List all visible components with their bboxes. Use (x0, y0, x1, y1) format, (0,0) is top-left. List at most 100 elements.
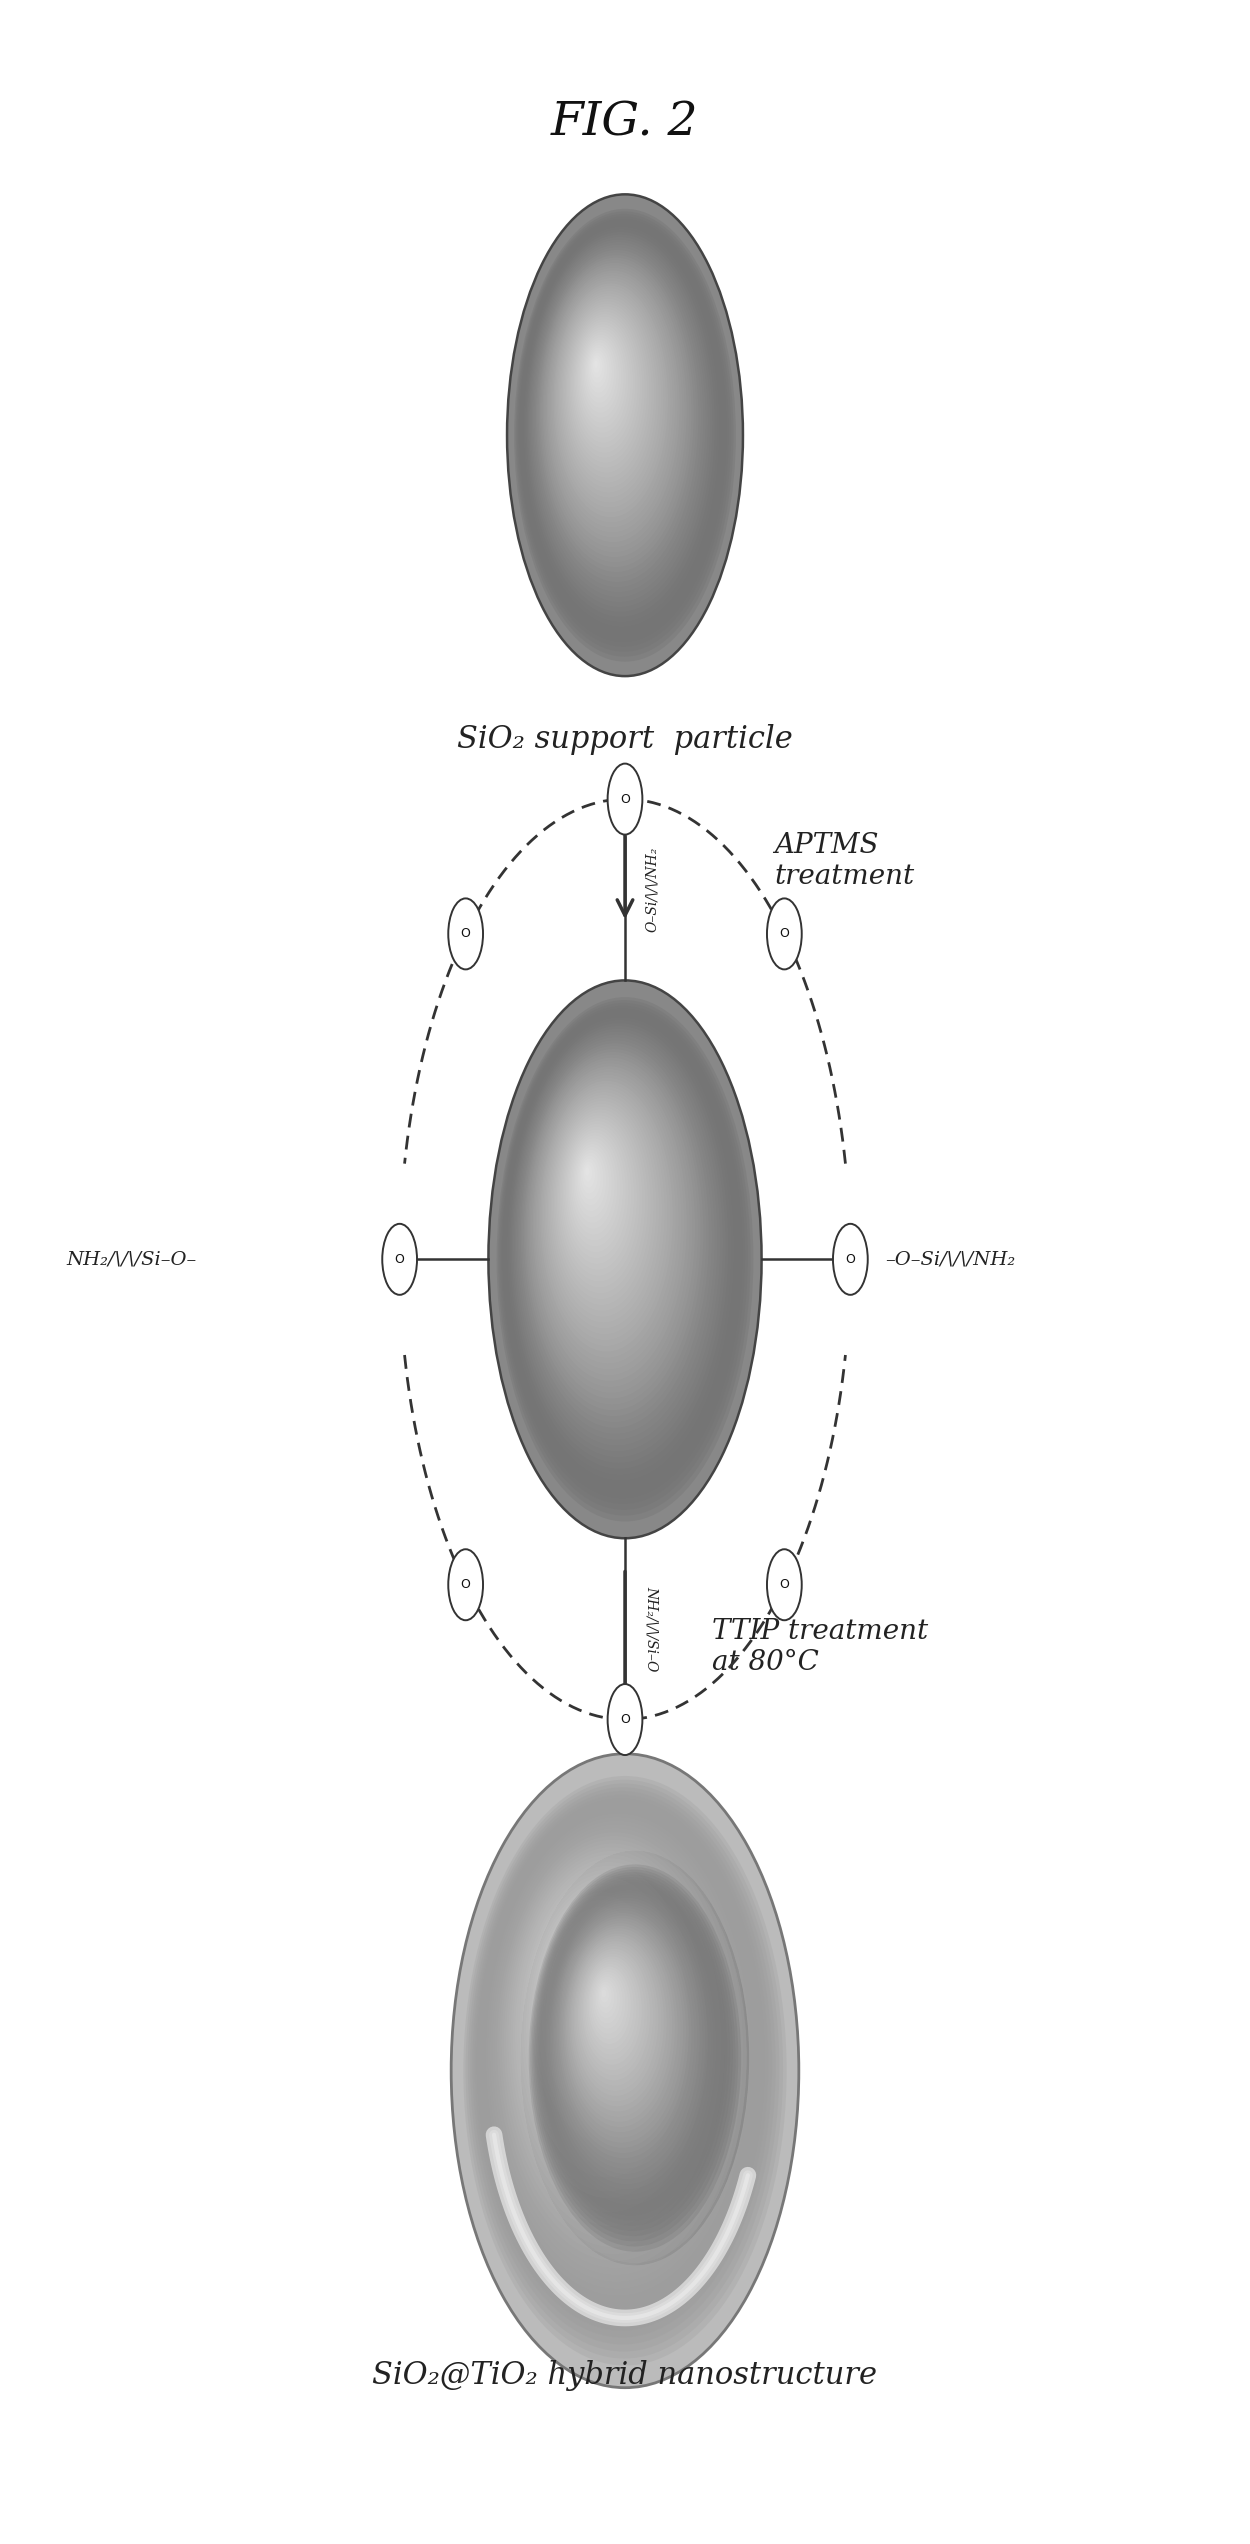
Ellipse shape (560, 1936, 630, 2066)
Ellipse shape (501, 1839, 725, 2246)
Ellipse shape (534, 1872, 732, 2236)
Ellipse shape (498, 1000, 750, 1516)
Ellipse shape (562, 1941, 626, 2058)
Ellipse shape (562, 1923, 678, 2132)
Ellipse shape (536, 1877, 728, 2226)
Ellipse shape (520, 219, 726, 641)
Ellipse shape (546, 1091, 661, 1328)
Ellipse shape (578, 331, 626, 427)
Ellipse shape (529, 1885, 681, 2162)
Ellipse shape (581, 1954, 645, 2071)
Ellipse shape (524, 1048, 704, 1417)
Ellipse shape (566, 1949, 620, 2045)
Ellipse shape (566, 305, 648, 473)
Ellipse shape (479, 1801, 761, 2318)
Circle shape (768, 1549, 801, 1621)
Ellipse shape (525, 1051, 700, 1409)
Ellipse shape (559, 293, 659, 499)
Ellipse shape (499, 1837, 729, 2254)
Ellipse shape (554, 1107, 648, 1300)
Ellipse shape (575, 326, 630, 438)
Text: O: O (461, 1577, 470, 1590)
Ellipse shape (542, 1908, 660, 2122)
Ellipse shape (550, 275, 675, 532)
Ellipse shape (535, 1895, 670, 2142)
Ellipse shape (570, 1936, 664, 2106)
Ellipse shape (510, 1855, 710, 2218)
Text: –O–Si/\/\/NH₂: –O–Si/\/\/NH₂ (886, 1249, 1016, 1269)
Circle shape (832, 1224, 867, 1295)
Ellipse shape (556, 287, 664, 506)
Ellipse shape (508, 1018, 734, 1481)
Ellipse shape (521, 1043, 709, 1427)
Ellipse shape (596, 1979, 618, 2017)
Ellipse shape (575, 1944, 656, 2091)
Ellipse shape (538, 1880, 725, 2221)
Ellipse shape (551, 1102, 654, 1310)
Ellipse shape (470, 1788, 776, 2346)
Ellipse shape (550, 1900, 702, 2180)
Ellipse shape (516, 1035, 718, 1445)
Ellipse shape (569, 1135, 620, 1241)
Ellipse shape (544, 1086, 668, 1341)
Ellipse shape (526, 1056, 698, 1404)
Ellipse shape (531, 1870, 736, 2241)
Ellipse shape (586, 346, 612, 397)
Ellipse shape (555, 1911, 691, 2157)
Ellipse shape (568, 1931, 670, 2117)
Ellipse shape (540, 1081, 672, 1351)
Ellipse shape (561, 1122, 634, 1269)
Ellipse shape (562, 300, 651, 483)
Ellipse shape (565, 1926, 675, 2127)
Ellipse shape (534, 1068, 684, 1376)
Ellipse shape (519, 1040, 711, 1435)
Text: O: O (845, 1252, 855, 1267)
Ellipse shape (546, 270, 680, 542)
Ellipse shape (599, 1984, 611, 2007)
Ellipse shape (512, 1857, 706, 2213)
Ellipse shape (564, 1127, 629, 1257)
Ellipse shape (575, 1964, 605, 2017)
Circle shape (608, 1684, 642, 1755)
Ellipse shape (541, 1885, 719, 2211)
Ellipse shape (531, 242, 705, 598)
Ellipse shape (576, 328, 629, 432)
Ellipse shape (564, 303, 649, 478)
Text: O: O (620, 1712, 630, 1725)
Ellipse shape (546, 1895, 708, 2190)
Ellipse shape (521, 1872, 693, 2185)
Ellipse shape (578, 1967, 601, 2010)
Ellipse shape (481, 1806, 758, 2310)
Ellipse shape (555, 1928, 638, 2078)
Ellipse shape (544, 265, 685, 552)
Ellipse shape (575, 1147, 609, 1216)
Ellipse shape (506, 1847, 718, 2234)
Ellipse shape (535, 247, 701, 588)
Circle shape (382, 1224, 418, 1295)
Ellipse shape (570, 313, 640, 458)
Ellipse shape (509, 1020, 731, 1476)
Ellipse shape (594, 361, 598, 369)
Ellipse shape (589, 351, 608, 387)
Ellipse shape (475, 1794, 769, 2330)
Ellipse shape (578, 1152, 604, 1206)
Ellipse shape (555, 1109, 645, 1292)
Ellipse shape (566, 1928, 672, 2122)
Ellipse shape (451, 1753, 799, 2389)
Ellipse shape (511, 1025, 725, 1463)
Ellipse shape (465, 1781, 782, 2358)
Ellipse shape (532, 244, 704, 593)
Ellipse shape (519, 216, 729, 646)
Ellipse shape (508, 193, 742, 677)
Ellipse shape (515, 1033, 720, 1450)
Ellipse shape (559, 1916, 686, 2147)
Text: TTIP treatment
at 80°C: TTIP treatment at 80°C (712, 1618, 928, 1676)
Ellipse shape (522, 1852, 748, 2264)
Ellipse shape (552, 1104, 651, 1305)
Ellipse shape (516, 214, 731, 651)
Ellipse shape (579, 333, 624, 422)
Ellipse shape (549, 1918, 649, 2101)
Ellipse shape (601, 1989, 606, 1997)
Ellipse shape (561, 1921, 680, 2137)
Ellipse shape (560, 1119, 636, 1275)
